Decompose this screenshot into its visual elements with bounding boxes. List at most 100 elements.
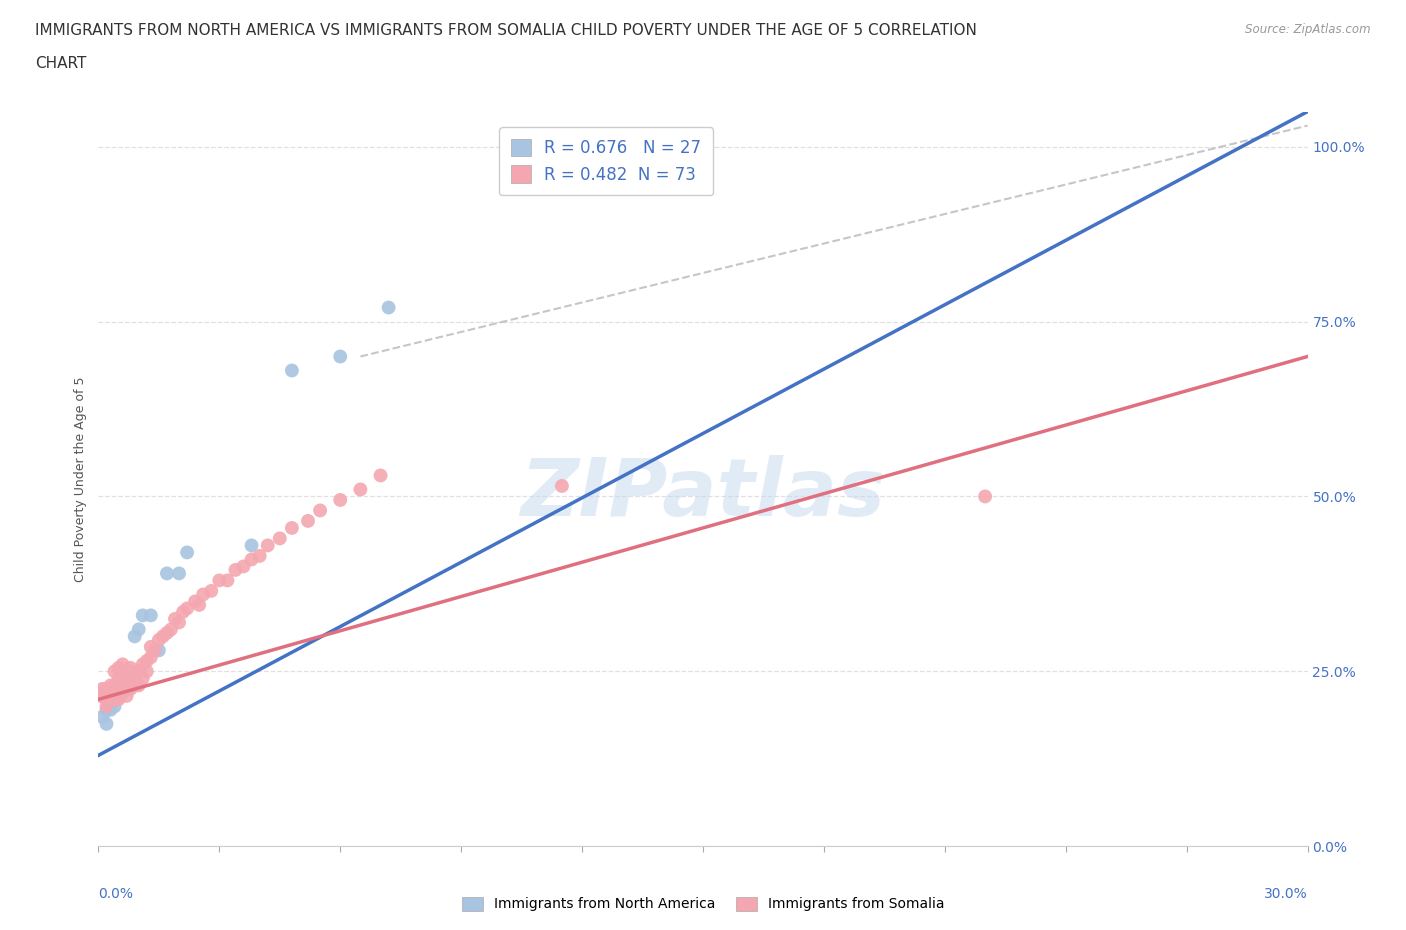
Point [111,682,134,697]
Point [167,615,190,630]
Point [132,671,155,685]
Point [120,674,142,689]
Point [143,643,166,658]
Point [269,531,291,546]
Point [167,566,190,581]
Point [370,468,392,483]
Text: ZIPatlas: ZIPatlas [520,455,886,533]
Point [156,566,179,581]
Point [156,626,179,641]
Point [128,664,150,679]
Point [107,678,129,693]
Point [240,552,263,567]
Point [115,674,138,689]
Point [163,611,186,626]
Point [111,674,134,689]
Point [111,684,134,699]
Point [160,622,183,637]
Point [103,688,125,703]
Point [176,545,198,560]
Point [132,657,155,671]
Point [115,682,138,697]
Point [89,688,111,703]
Point [107,688,129,703]
Point [96,682,118,697]
Point [96,716,118,731]
Point [103,699,125,714]
Point [224,563,246,578]
Point [551,479,574,494]
Point [100,702,122,717]
Point [96,692,118,707]
Point [120,674,142,689]
Point [128,622,150,637]
Point [132,608,155,623]
Point [349,482,371,497]
Point [100,678,122,693]
Point [120,664,142,679]
Point [188,597,211,612]
Point [115,688,138,703]
Point [103,684,125,699]
Y-axis label: Child Poverty Under the Age of 5: Child Poverty Under the Age of 5 [75,377,87,581]
Point [96,688,118,703]
Point [115,682,138,697]
Point [103,664,125,679]
Legend: Immigrants from North America, Immigrants from Somalia: Immigrants from North America, Immigrant… [454,890,952,919]
Point [377,300,399,315]
Point [91,684,114,699]
Legend: R = 0.676   N = 27, R = 0.482  N = 73: R = 0.676 N = 27, R = 0.482 N = 73 [499,127,713,195]
Text: CHART: CHART [35,56,87,71]
Text: IMMIGRANTS FROM NORTH AMERICA VS IMMIGRANTS FROM SOMALIA CHILD POVERTY UNDER THE: IMMIGRANTS FROM NORTH AMERICA VS IMMIGRA… [35,23,977,38]
Point [200,583,222,598]
Point [139,650,162,665]
Point [107,688,129,703]
Point [974,489,997,504]
Point [135,654,157,669]
Point [232,559,254,574]
Point [135,664,157,679]
Point [120,682,142,697]
Point [103,678,125,693]
Point [139,608,162,623]
Point [115,671,138,685]
Point [297,513,319,528]
Point [107,660,129,675]
Point [176,601,198,616]
Point [115,664,138,679]
Point [120,660,142,675]
Point [100,692,122,707]
Point [111,684,134,699]
Point [107,682,129,697]
Point [329,493,352,508]
Point [217,573,239,588]
Point [139,640,162,655]
Point [281,363,304,378]
Point [281,521,304,536]
Point [329,349,352,364]
Point [124,678,146,693]
Point [193,587,215,602]
Point [172,604,194,619]
Point [148,643,170,658]
Text: Source: ZipAtlas.com: Source: ZipAtlas.com [1246,23,1371,36]
Point [152,629,174,644]
Point [256,538,278,552]
Point [96,702,118,717]
Point [309,503,332,518]
Point [91,710,114,724]
Point [124,629,146,644]
Point [91,682,114,697]
Point [124,668,146,683]
Point [100,682,122,697]
Point [111,674,134,689]
Point [111,657,134,671]
Point [100,688,122,703]
Point [249,549,271,564]
Point [107,671,129,685]
Point [240,538,263,552]
Point [100,684,122,699]
Text: 30.0%: 30.0% [1264,886,1308,901]
Point [148,632,170,647]
Point [103,692,125,707]
